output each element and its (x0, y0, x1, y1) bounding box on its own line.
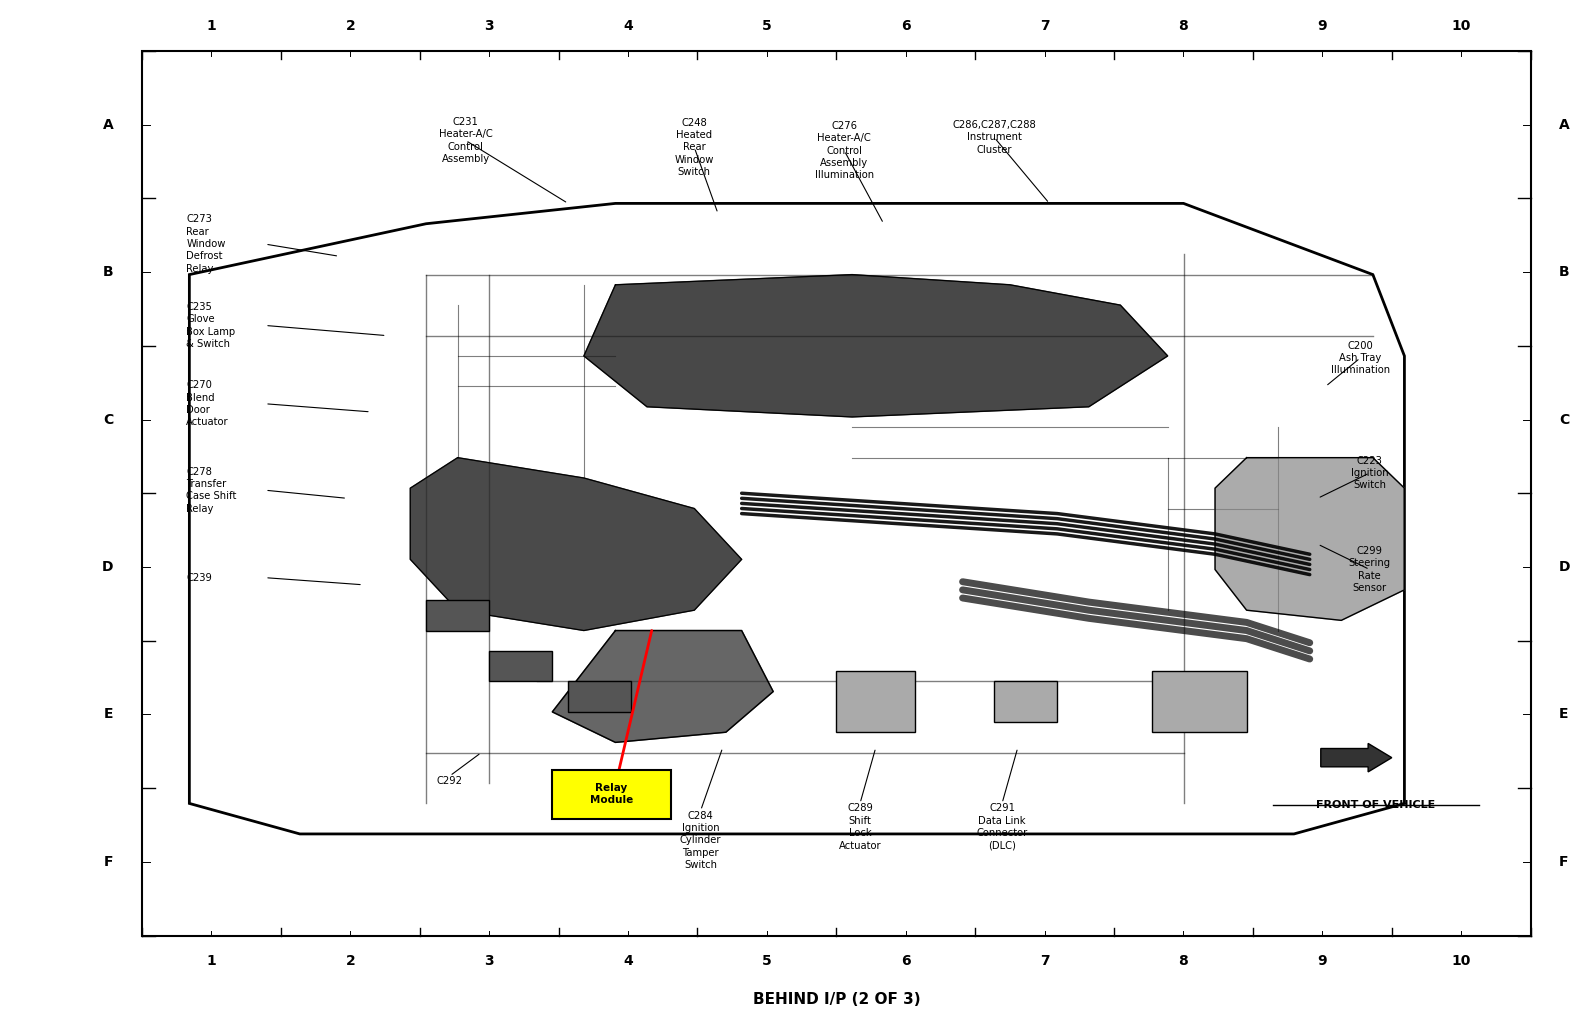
Text: 3: 3 (484, 954, 494, 968)
Text: 7: 7 (1040, 18, 1049, 33)
Polygon shape (1215, 458, 1404, 620)
Text: C: C (104, 413, 114, 426)
Text: C223
Ignition
Switch: C223 Ignition Switch (1351, 456, 1389, 490)
FancyArrow shape (1321, 743, 1392, 772)
Text: C273
Rear
Window
Defrost
Relay: C273 Rear Window Defrost Relay (186, 215, 226, 274)
Text: 5: 5 (762, 18, 772, 33)
Text: C278
Transfer
Case Shift
Relay: C278 Transfer Case Shift Relay (186, 467, 237, 514)
Text: C292: C292 (437, 776, 462, 786)
Text: C248
Heated
Rear
Window
Switch: C248 Heated Rear Window Switch (675, 118, 713, 177)
Text: 6: 6 (901, 18, 911, 33)
Text: E: E (1559, 708, 1569, 721)
Bar (142, 51, 1531, 936)
Text: 6: 6 (901, 954, 911, 968)
Polygon shape (552, 631, 773, 742)
Text: 2: 2 (346, 954, 355, 968)
Text: A: A (103, 118, 114, 131)
Text: 7: 7 (1040, 954, 1049, 968)
Text: C299
Steering
Rate
Sensor: C299 Steering Rate Sensor (1349, 546, 1390, 593)
Text: 4: 4 (623, 954, 633, 968)
Text: 9: 9 (1318, 18, 1327, 33)
Text: C289
Shift
Lock
Actuator: C289 Shift Lock Actuator (838, 803, 882, 850)
Text: 9: 9 (1318, 954, 1327, 968)
Bar (994, 681, 1057, 722)
Bar (489, 651, 552, 681)
Text: B: B (103, 265, 114, 279)
Text: F: F (104, 855, 114, 869)
Text: F: F (1559, 855, 1569, 869)
Text: 10: 10 (1452, 18, 1471, 33)
Text: FRONT OF VEHICLE: FRONT OF VEHICLE (1316, 800, 1436, 811)
Text: D: D (103, 560, 114, 574)
Text: C291
Data Link
Connector
(DLC): C291 Data Link Connector (DLC) (977, 803, 1027, 850)
Text: A: A (1559, 118, 1570, 131)
Text: Relay
Module: Relay Module (590, 783, 633, 805)
Bar (568, 681, 631, 712)
Bar (426, 600, 489, 631)
Text: C231
Heater-A/C
Control
Assembly: C231 Heater-A/C Control Assembly (439, 117, 492, 164)
Text: C270
Blend
Door
Actuator: C270 Blend Door Actuator (186, 380, 229, 427)
Text: 2: 2 (346, 18, 355, 33)
Text: 1: 1 (207, 18, 216, 33)
Text: C239: C239 (186, 573, 211, 583)
Text: 8: 8 (1179, 954, 1188, 968)
Polygon shape (410, 458, 742, 631)
Text: C286,C287,C288
Instrument
Cluster: C286,C287,C288 Instrument Cluster (952, 120, 1037, 155)
Text: 8: 8 (1179, 18, 1188, 33)
Text: E: E (104, 708, 114, 721)
Text: 10: 10 (1452, 954, 1471, 968)
Text: C284
Ignition
Cylinder
Tamper
Switch: C284 Ignition Cylinder Tamper Switch (680, 811, 721, 871)
Text: C276
Heater-A/C
Control
Assembly
Illumination: C276 Heater-A/C Control Assembly Illumin… (814, 121, 874, 180)
Text: C200
Ash Tray
Illumination: C200 Ash Tray Illumination (1330, 341, 1390, 375)
Polygon shape (584, 275, 1168, 417)
Text: D: D (1559, 560, 1570, 574)
Text: B: B (1559, 265, 1570, 279)
Bar (552, 770, 671, 819)
Text: 4: 4 (623, 18, 633, 33)
Text: 3: 3 (484, 18, 494, 33)
Text: BEHIND I/P (2 OF 3): BEHIND I/P (2 OF 3) (753, 992, 920, 1007)
Text: 5: 5 (762, 954, 772, 968)
Text: 1: 1 (207, 954, 216, 968)
Bar (1152, 671, 1247, 732)
Text: C: C (1559, 413, 1569, 426)
Text: C235
Glove
Box Lamp
& Switch: C235 Glove Box Lamp & Switch (186, 302, 235, 349)
Bar (836, 671, 915, 732)
